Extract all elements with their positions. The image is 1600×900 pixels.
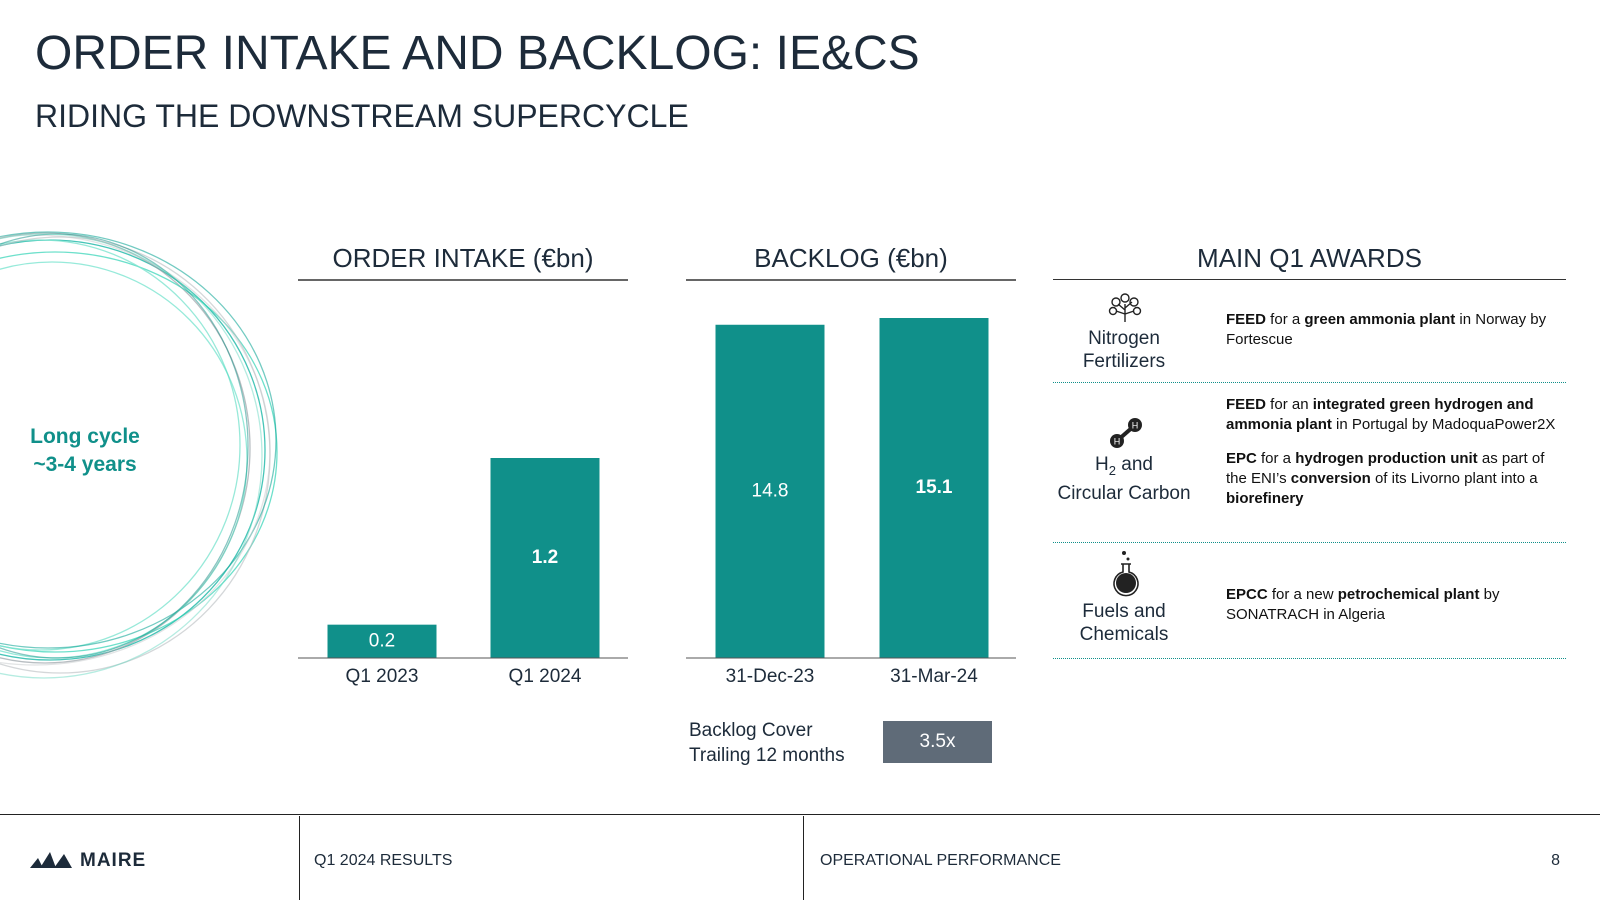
- bar: [490, 458, 600, 658]
- title: ORDER INTAKE AND BACKLOG: IE&CS: [35, 27, 920, 80]
- footer-section: OPERATIONAL PERFORMANCE: [820, 852, 1061, 869]
- chemicals-icon: [1113, 551, 1139, 597]
- award-paragraph: EPCC for a new petrochemical plant by SO…: [1226, 585, 1566, 625]
- award-segment: biorefinery: [1226, 490, 1304, 507]
- bar: [879, 318, 989, 658]
- award-segment: integrated green hydrogen and ammonia pl…: [1226, 396, 1534, 433]
- svg-text:H: H: [1132, 420, 1139, 430]
- award-segment: in Norway by Fortescue: [1226, 311, 1547, 348]
- awards-title: MAIN Q1 AWARDS: [1197, 243, 1422, 273]
- footer-report: Q1 2024 RESULTS: [314, 852, 453, 869]
- sector-text: Chemicals: [1079, 624, 1169, 645]
- award-segment: in Portugal by MadoquaPower2X: [1331, 416, 1556, 433]
- value-label: 15.1: [916, 477, 953, 498]
- award-segment: for a: [1256, 450, 1296, 467]
- nitrogen-icon: [1108, 293, 1142, 322]
- label-line: Trailing 12 months: [689, 745, 845, 766]
- value-label: 1.2: [532, 547, 558, 568]
- separator: [1053, 658, 1566, 659]
- separator: [1053, 542, 1566, 543]
- award-text: EPCC for a new petrochemical plant by SO…: [1226, 585, 1566, 639]
- cycle-decoration: [0, 231, 278, 679]
- awards-rule: [1053, 279, 1566, 280]
- award-segment: for an: [1266, 396, 1313, 413]
- award-segment: hydrogen production unit: [1295, 450, 1478, 467]
- award-segment: EPCC: [1226, 586, 1268, 603]
- cycle-line: Long cycle: [30, 425, 140, 448]
- label-line: Backlog Cover: [689, 720, 813, 741]
- x-tick-label: 31-Mar-24: [890, 666, 978, 687]
- cycle-note: Long cycle ~3-4 years: [0, 423, 170, 479]
- chart-title: ORDER INTAKE (€bn): [332, 243, 593, 273]
- page-number: 8: [1551, 852, 1560, 869]
- separator: [1053, 382, 1566, 383]
- bar: [327, 624, 437, 658]
- sector-text: Circular Carbon: [1057, 482, 1191, 504]
- sector-text: Nitrogen: [1088, 328, 1160, 349]
- award-segment: as part of the ENI’s: [1226, 450, 1545, 487]
- award-text: FEED for a green ammonia plant in Norway…: [1226, 310, 1566, 364]
- chart-title: BACKLOG (€bn): [754, 243, 948, 273]
- sector-line: Nitrogen: [1044, 327, 1204, 350]
- sector-label: Fuels and Chemicals: [1044, 600, 1204, 646]
- bar: [715, 324, 825, 658]
- award-segment: FEED: [1226, 396, 1267, 413]
- cycle-line: ~3-4 years: [33, 453, 137, 476]
- award-segment: FEED: [1226, 311, 1267, 328]
- award-segment: by SONATRACH in Algeria: [1226, 586, 1500, 623]
- award-segment: petrochemical plant: [1337, 586, 1480, 603]
- footer-divider: [803, 816, 804, 900]
- award-segment: EPC: [1226, 450, 1257, 467]
- subtitle: RIDING THE DOWNSTREAM SUPERCYCLE: [35, 98, 689, 134]
- award-text: FEED for an integrated green hydrogen an…: [1226, 395, 1566, 523]
- award-segment: for a: [1266, 311, 1305, 328]
- sector-line: Fertilizers: [1044, 350, 1204, 373]
- backlog-cover-value: 3.5x: [883, 721, 992, 763]
- value-label: 0.2: [369, 630, 395, 651]
- x-tick-label: Q1 2023: [346, 666, 419, 687]
- sector-line: Circular Carbon: [1044, 482, 1204, 505]
- sector-text: H: [1095, 454, 1109, 475]
- sector-line: Chemicals: [1044, 623, 1204, 646]
- sector-line: H2 and: [1044, 453, 1204, 482]
- footer-rule: [0, 814, 1600, 815]
- award-paragraph: EPC for a hydrogen production unit as pa…: [1226, 449, 1566, 509]
- award-segment: conversion: [1290, 470, 1371, 487]
- sector-text: Fertilizers: [1082, 351, 1166, 372]
- award-segment: of its Livorno plant into a: [1370, 470, 1538, 487]
- hydrogen-icon: HH: [1110, 418, 1142, 448]
- sector-label: H2 and Circular Carbon: [1044, 453, 1204, 505]
- backlog-cover-label: Backlog Cover Trailing 12 months: [689, 718, 845, 768]
- award-paragraph: FEED for an integrated green hydrogen an…: [1226, 395, 1566, 435]
- sector-text: 2: [1108, 462, 1116, 478]
- charts: ORDER INTAKE (€bn) 0.2 Q1 2023 1.2 Q1 2024 BA…: [298, 243, 1016, 687]
- award-segment: green ammonia plant: [1304, 311, 1456, 328]
- sector-text: and: [1115, 454, 1153, 475]
- x-tick-label: Q1 2024: [509, 666, 582, 687]
- sector-label: Nitrogen Fertilizers: [1044, 327, 1204, 373]
- award-paragraph: FEED for a green ammonia plant in Norway…: [1226, 310, 1566, 350]
- sector-text: Fuels and: [1082, 601, 1166, 622]
- award-segment: for a new: [1267, 586, 1338, 603]
- value-label: 14.8: [752, 480, 789, 501]
- footer-divider: [299, 816, 300, 900]
- logo-mark: [30, 852, 72, 868]
- x-tick-label: 31-Dec-23: [726, 666, 815, 687]
- logo-text: MAIRE: [80, 850, 147, 871]
- svg-text:H: H: [1114, 436, 1121, 446]
- sector-line: Fuels and: [1044, 600, 1204, 623]
